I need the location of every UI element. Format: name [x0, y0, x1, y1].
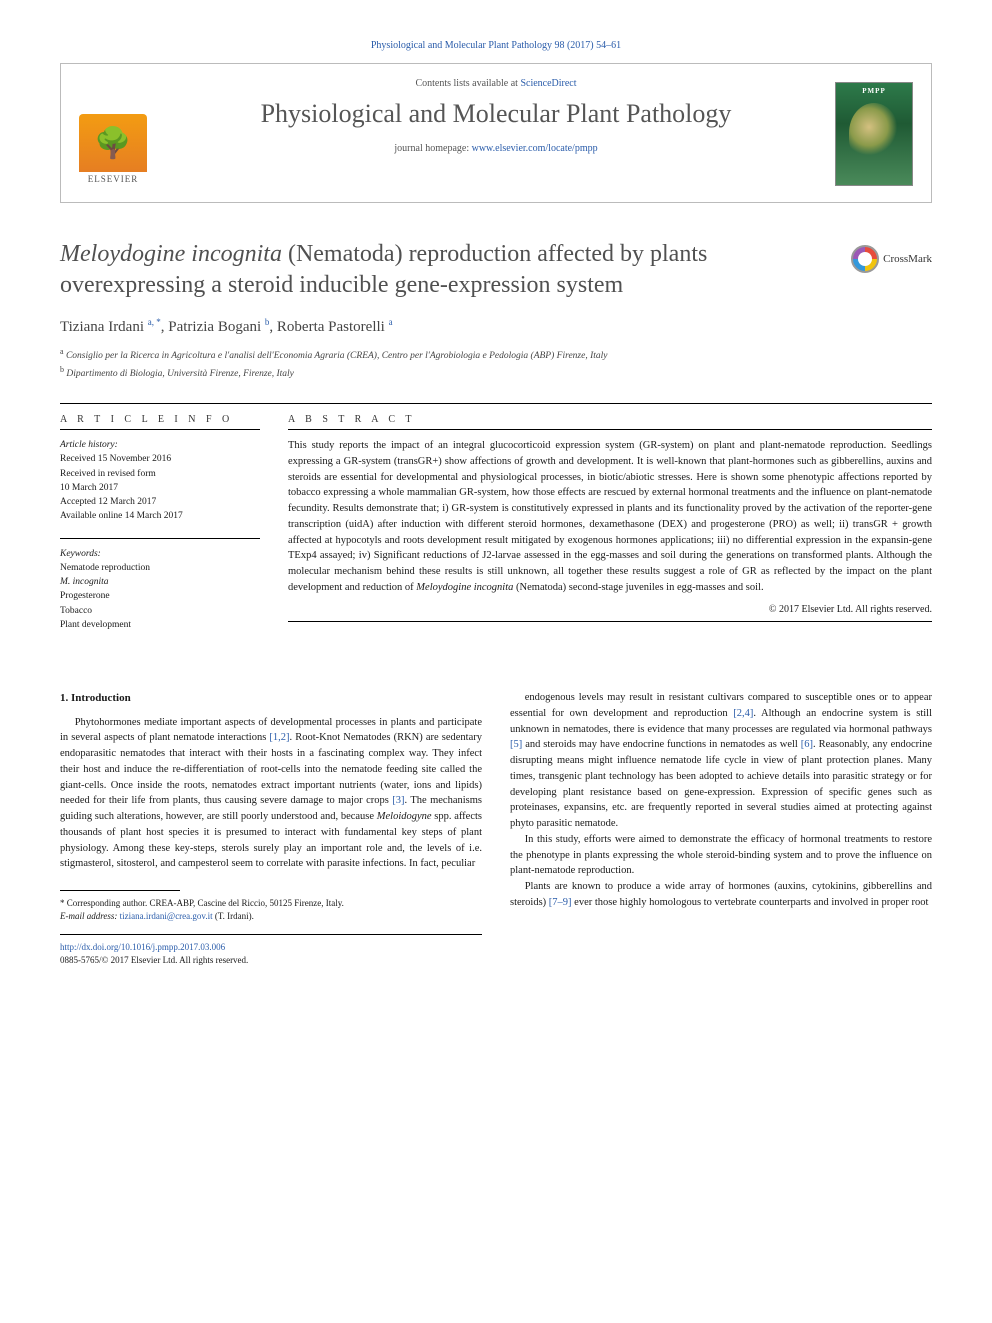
footer-block: http://dx.doi.org/10.1016/j.pmpp.2017.03… — [60, 941, 482, 966]
section-title-introduction: 1. Introduction — [60, 690, 482, 707]
author-3: Roberta Pastorelli a — [277, 319, 393, 335]
abstract-column: A B S T R A C T This study reports the i… — [288, 414, 932, 646]
abstract-heading: A B S T R A C T — [288, 414, 932, 430]
crossmark-badge[interactable]: CrossMark — [851, 245, 932, 273]
email-link[interactable]: tiziana.irdani@crea.gov.it — [120, 911, 213, 921]
journal-name: Physiological and Molecular Plant Pathol… — [79, 99, 913, 129]
article-info-heading: A R T I C L E I N F O — [60, 414, 260, 430]
body-paragraph: endogenous levels may result in resistan… — [510, 690, 932, 832]
info-abstract-row: A R T I C L E I N F O Article history: R… — [60, 414, 932, 646]
body-paragraph: Phytohormones mediate important aspects … — [60, 715, 482, 873]
article-header: CrossMark Meloydogine incognita (Nematod… — [60, 239, 932, 381]
journal-cover-thumbnail: PMPP — [835, 82, 913, 186]
header-citation: Physiological and Molecular Plant Pathol… — [60, 40, 932, 51]
crossmark-icon — [851, 245, 879, 273]
affiliation-b: b Dipartimento di Biologia, Università F… — [60, 364, 932, 381]
article-info-column: A R T I C L E I N F O Article history: R… — [60, 414, 260, 646]
journal-banner: 🌳 ELSEVIER PMPP Contents lists available… — [60, 63, 932, 203]
sciencedirect-link[interactable]: ScienceDirect — [520, 78, 576, 89]
issn-line: 0885-5765/© 2017 Elsevier Ltd. All right… — [60, 954, 482, 967]
body-column-right: endogenous levels may result in resistan… — [510, 690, 932, 966]
body-paragraph: Plants are known to produce a wide array… — [510, 879, 932, 911]
affiliation-list: a Consiglio per la Ricerca in Agricoltur… — [60, 346, 932, 381]
article-title: Meloydogine incognita (Nematoda) reprodu… — [60, 239, 932, 301]
abstract-text: This study reports the impact of an inte… — [288, 438, 932, 596]
section-divider — [60, 403, 932, 404]
doi-link[interactable]: http://dx.doi.org/10.1016/j.pmpp.2017.03… — [60, 942, 225, 952]
elsevier-logo: 🌳 ELSEVIER — [79, 114, 147, 192]
body-column-left: 1. Introduction Phytohormones mediate im… — [60, 690, 482, 966]
author-list: Tiziana Irdani a, *, Patrizia Bogani b, … — [60, 317, 932, 336]
body-columns: 1. Introduction Phytohormones mediate im… — [60, 690, 932, 966]
author-2: Patrizia Bogani b — [168, 319, 269, 335]
contents-list-line: Contents lists available at ScienceDirec… — [79, 78, 913, 89]
article-history: Article history: Received 15 November 20… — [60, 438, 260, 524]
footnote-sep — [60, 890, 180, 891]
abstract-copyright: © 2017 Elsevier Ltd. All rights reserved… — [288, 604, 932, 615]
body-paragraph: In this study, efforts were aimed to dem… — [510, 832, 932, 879]
publisher-name: ELSEVIER — [79, 174, 147, 184]
keywords-block: Keywords: Nematode reproduction M. incog… — [60, 547, 260, 633]
journal-homepage-line: journal homepage: www.elsevier.com/locat… — [79, 143, 913, 154]
affiliation-a: a Consiglio per la Ricerca in Agricoltur… — [60, 346, 932, 363]
footer-sep — [60, 934, 482, 935]
author-1: Tiziana Irdani a, * — [60, 319, 161, 335]
journal-homepage-link[interactable]: www.elsevier.com/locate/pmpp — [472, 143, 598, 154]
corresponding-author-footnote: * Corresponding author. CREA-ABP, Cascin… — [60, 897, 482, 922]
